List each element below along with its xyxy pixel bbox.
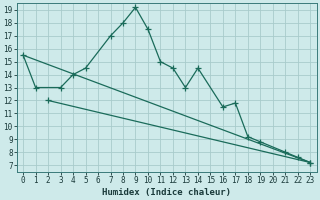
- X-axis label: Humidex (Indice chaleur): Humidex (Indice chaleur): [102, 188, 231, 197]
